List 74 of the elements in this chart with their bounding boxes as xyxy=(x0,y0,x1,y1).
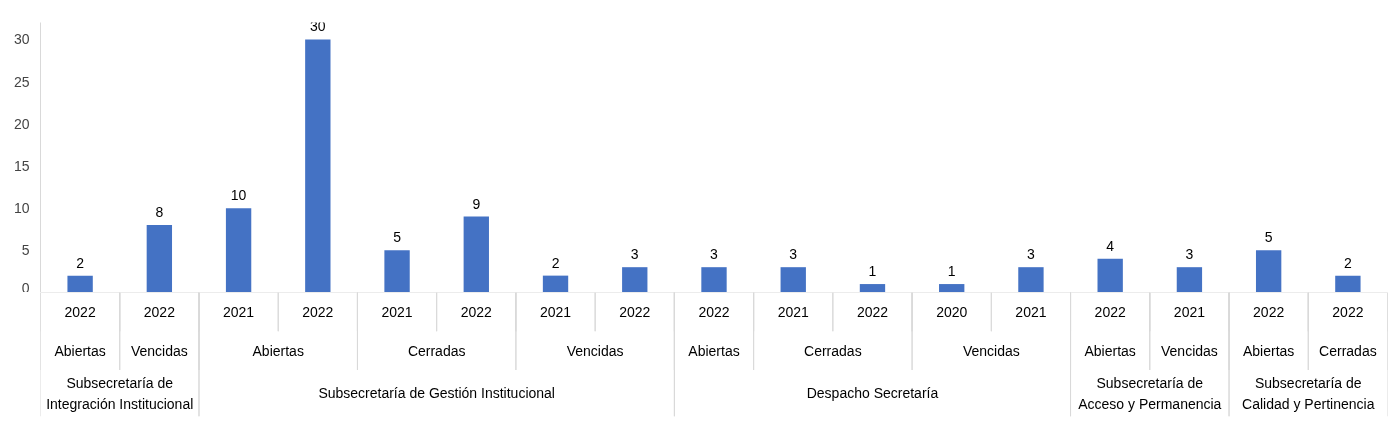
category-label: 2021 xyxy=(539,303,572,320)
category-label: Abiertas xyxy=(688,342,740,359)
category-label: Vencidas xyxy=(1161,342,1218,359)
category-label: 2022 xyxy=(856,303,889,320)
data-label: 3 xyxy=(1185,246,1194,263)
category-label: Despacho Secretaría xyxy=(806,385,939,402)
data-label: 8 xyxy=(155,204,164,220)
category-label: 2022 xyxy=(1332,303,1364,320)
bar xyxy=(1176,267,1203,292)
category-label: 2021 xyxy=(777,303,809,320)
category-label: 2021 xyxy=(1173,303,1205,320)
bar xyxy=(701,267,727,292)
y-tick-label: 15 xyxy=(13,157,30,174)
category-label: Cerradas xyxy=(804,342,862,359)
data-label: 3 xyxy=(710,246,719,263)
category-label: 2022 xyxy=(619,303,651,320)
data-label: 4 xyxy=(1106,237,1115,254)
data-label: 2 xyxy=(76,254,85,271)
bar xyxy=(463,216,489,292)
data-label: 3 xyxy=(789,246,798,263)
bar xyxy=(859,284,886,292)
bar xyxy=(939,284,965,292)
data-label: 3 xyxy=(1027,246,1036,263)
data-label: 9 xyxy=(472,195,481,212)
category-label: 2020 xyxy=(936,303,968,320)
category-label: Abiertas xyxy=(1242,342,1295,359)
category-label: Subsecretaría de Acceso y Permanencia xyxy=(1078,374,1222,412)
y-tick-label: 10 xyxy=(13,200,30,217)
category-label: 2022 xyxy=(1094,303,1126,320)
bar xyxy=(225,208,252,292)
bar xyxy=(146,225,173,292)
category-label: 2021 xyxy=(223,303,255,320)
bar xyxy=(622,267,648,292)
category-label: Abiertas xyxy=(252,342,304,359)
bar xyxy=(1018,267,1044,292)
bar xyxy=(67,275,93,292)
y-tick-label: 30 xyxy=(13,31,30,48)
category-label: Abiertas xyxy=(1084,342,1136,359)
bar xyxy=(1335,275,1361,292)
y-tick-label: 25 xyxy=(13,73,30,90)
category-label: 2022 xyxy=(64,303,96,320)
category-label: 2022 xyxy=(698,303,730,320)
bar xyxy=(542,275,569,292)
bar xyxy=(305,39,331,292)
data-label: 5 xyxy=(393,229,402,246)
category-label: Vencidas xyxy=(962,342,1020,359)
category-label: 2021 xyxy=(381,303,413,320)
category-label: Vencidas xyxy=(130,342,188,359)
data-label: 5 xyxy=(1264,229,1273,246)
category-label: 2022 xyxy=(1253,303,1285,320)
category-label: Subsecretaría de Calidad y Pertinencia xyxy=(1242,374,1375,412)
category-label: 2021 xyxy=(1015,303,1047,320)
bar xyxy=(1097,258,1123,292)
category-label: Cerradas xyxy=(1319,342,1377,359)
bar xyxy=(780,267,806,292)
data-label: 3 xyxy=(630,246,639,263)
y-tick-label: 0 xyxy=(21,279,30,296)
category-label: Cerradas xyxy=(407,342,466,359)
category-label: 2022 xyxy=(302,303,334,320)
data-label: 2 xyxy=(1343,254,1352,271)
category-label: 2022 xyxy=(460,303,492,320)
bar xyxy=(384,250,410,292)
data-label: 10 xyxy=(230,187,247,204)
category-label: Subsecretaría de Integración Institucional xyxy=(46,374,194,412)
data-label: 1 xyxy=(947,263,956,280)
data-label: 1 xyxy=(868,263,877,280)
category-label: Vencidas xyxy=(566,342,624,359)
y-tick-label: 20 xyxy=(13,115,30,132)
y-tick-label: 5 xyxy=(21,242,30,259)
category-label: Abiertas xyxy=(54,342,106,359)
data-label: 2 xyxy=(551,254,560,271)
bar xyxy=(1255,250,1282,292)
category-label: Subsecretaría de Gestión Institucional xyxy=(318,385,555,402)
category-label: 2022 xyxy=(143,303,175,320)
